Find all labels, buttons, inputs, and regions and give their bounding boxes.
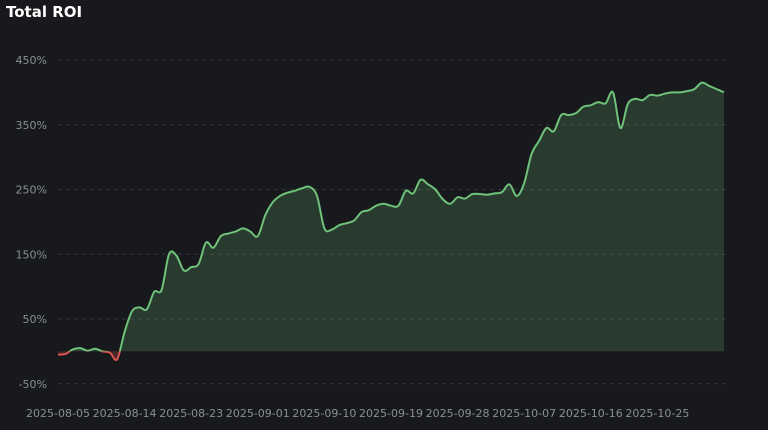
x-tick-label: 2025-09-19 [359, 407, 423, 420]
chart-title: Total ROI [6, 3, 83, 21]
y-tick-label: 50% [23, 313, 47, 326]
x-tick-label: 2025-10-07 [492, 407, 556, 420]
x-tick-label: 2025-09-28 [426, 407, 490, 420]
roi-line-positive [67, 81, 725, 352]
x-tick-label: 2025-08-23 [159, 407, 223, 420]
x-tick-label: 2025-10-25 [625, 407, 689, 420]
x-tick-label: 2025-08-14 [93, 407, 157, 420]
x-tick-label: 2025-09-01 [226, 407, 290, 420]
x-tick-label: 2025-08-05 [26, 407, 90, 420]
x-tick-label: 2025-10-16 [559, 407, 623, 420]
y-tick-label: -50% [19, 378, 47, 391]
y-tick-label: 350% [16, 119, 47, 132]
x-tick-label: 2025-09-10 [292, 407, 356, 420]
y-tick-label: 450% [16, 54, 47, 67]
y-tick-label: 250% [16, 184, 47, 197]
roi-area-positive [69, 82, 724, 352]
y-tick-label: 150% [16, 248, 47, 261]
